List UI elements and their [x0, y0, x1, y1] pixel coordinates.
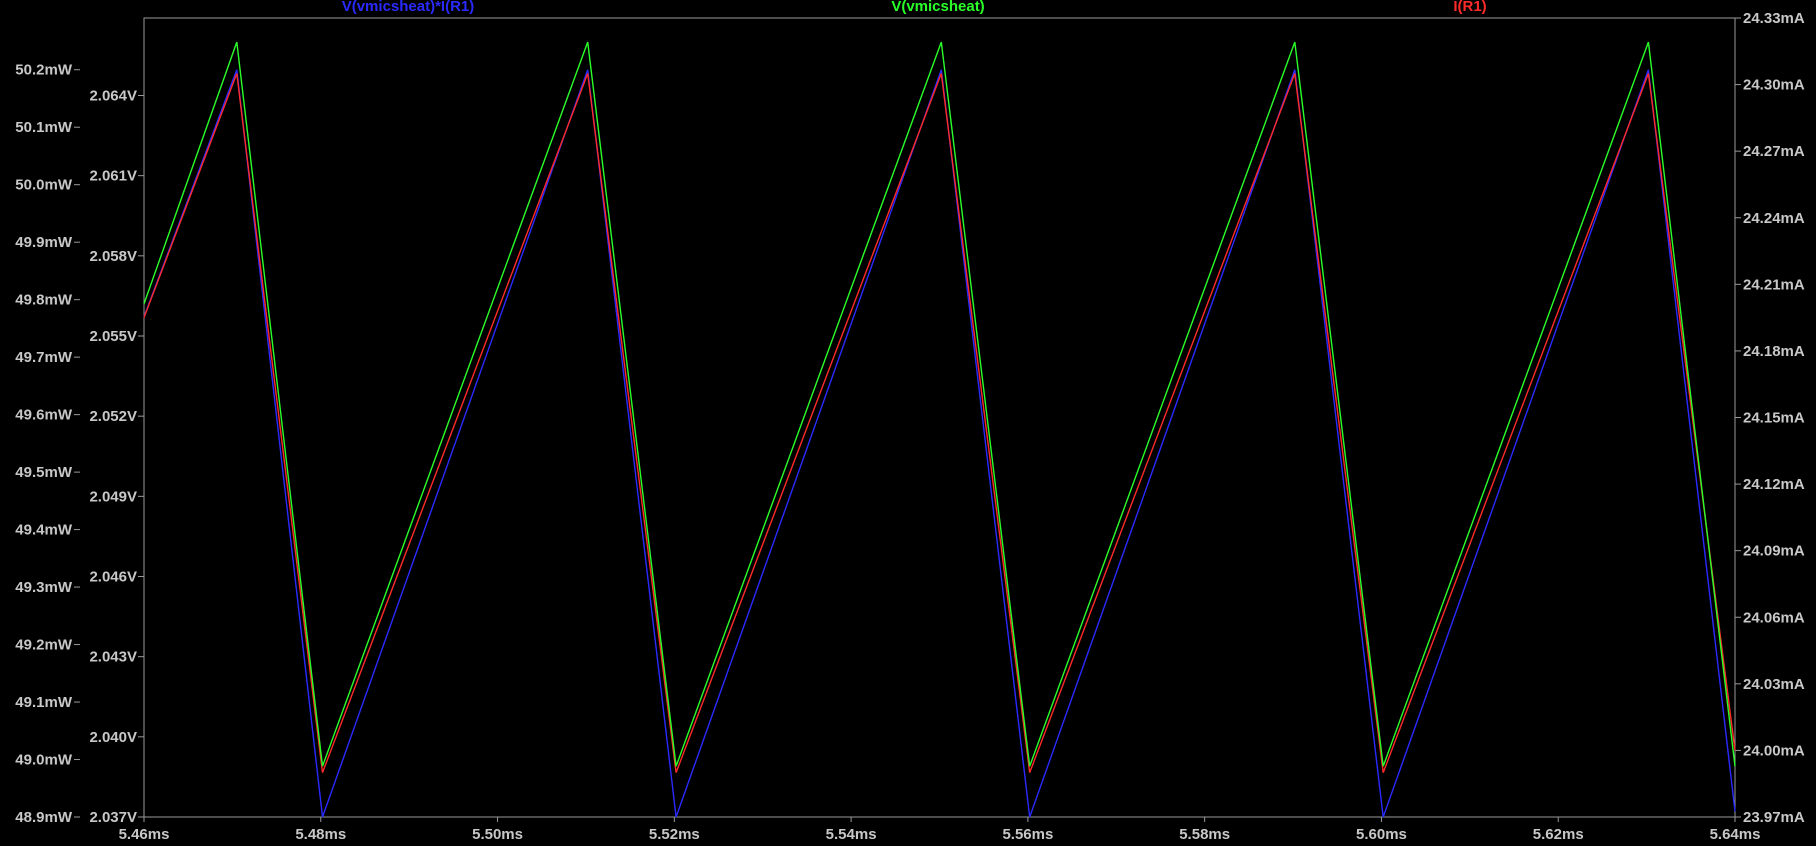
voltage-tick-label: 2.061V — [89, 168, 137, 185]
voltage-tick-label: 2.052V — [89, 408, 137, 425]
voltage-tick-label: 2.058V — [89, 248, 137, 265]
x-tick-label: 5.52ms — [649, 826, 700, 843]
power-tick-label: 49.0mW — [15, 752, 73, 769]
power-tick-label: 49.6mW — [15, 407, 73, 424]
x-tick-label: 5.50ms — [472, 826, 523, 843]
voltage-tick-label: 2.043V — [89, 649, 137, 666]
x-tick-label: 5.58ms — [1179, 826, 1230, 843]
power-tick-label: 49.5mW — [15, 464, 73, 481]
series-line-v-vmicsheat — [143, 41, 1736, 767]
current-tick-label: 23.97mA — [1743, 809, 1805, 826]
legend-v-vmicsheat[interactable]: V(vmicsheat) — [891, 0, 984, 15]
legend-v-vmicsheat-i-r1[interactable]: V(vmicsheat)*I(R1) — [342, 0, 475, 15]
voltage-tick-label: 2.055V — [89, 328, 137, 345]
current-tick-label: 24.33mA — [1743, 10, 1805, 27]
legend-i-r1[interactable]: I(R1) — [1453, 0, 1486, 15]
current-tick-label: 24.12mA — [1743, 476, 1805, 493]
voltage-tick-label: 2.064V — [89, 87, 137, 104]
x-tick-label: 5.48ms — [295, 826, 346, 843]
x-tick-label: 5.62ms — [1533, 826, 1584, 843]
power-tick-label: 48.9mW — [15, 809, 73, 826]
series-line-i-r1 — [143, 73, 1736, 773]
current-tick-label: 24.21mA — [1743, 276, 1805, 293]
power-tick-label: 49.2mW — [15, 637, 73, 654]
current-tick-label: 24.09mA — [1743, 543, 1805, 560]
power-tick-label: 50.0mW — [15, 177, 73, 194]
x-tick-label: 5.56ms — [1002, 826, 1053, 843]
power-tick-label: 49.3mW — [15, 579, 73, 596]
current-tick-label: 24.30mA — [1743, 77, 1805, 94]
power-tick-label: 49.9mW — [15, 234, 73, 251]
current-tick-label: 24.06mA — [1743, 609, 1805, 626]
current-tick-label: 24.03mA — [1743, 676, 1805, 693]
voltage-tick-label: 2.037V — [89, 809, 137, 826]
series-line-v-vmicsheat-i-r1 — [143, 69, 1736, 818]
power-tick-label: 49.1mW — [15, 694, 73, 711]
power-tick-label: 49.8mW — [15, 292, 73, 309]
power-tick-label: 50.2mW — [15, 62, 73, 79]
power-tick-label: 49.4mW — [15, 522, 73, 539]
current-tick-label: 24.24mA — [1743, 210, 1805, 227]
x-tick-label: 5.64ms — [1710, 826, 1761, 843]
voltage-tick-label: 2.049V — [89, 488, 137, 505]
voltage-tick-label: 2.040V — [89, 729, 137, 746]
x-tick-label: 5.54ms — [826, 826, 877, 843]
power-tick-label: 50.1mW — [15, 119, 73, 136]
voltage-tick-label: 2.046V — [89, 568, 137, 585]
current-tick-label: 24.27mA — [1743, 143, 1805, 160]
power-tick-label: 49.7mW — [15, 349, 73, 366]
current-tick-label: 24.00mA — [1743, 742, 1805, 759]
current-tick-label: 24.18mA — [1743, 343, 1805, 360]
current-tick-label: 24.15mA — [1743, 410, 1805, 427]
x-tick-label: 5.46ms — [119, 826, 170, 843]
x-tick-label: 5.60ms — [1356, 826, 1407, 843]
